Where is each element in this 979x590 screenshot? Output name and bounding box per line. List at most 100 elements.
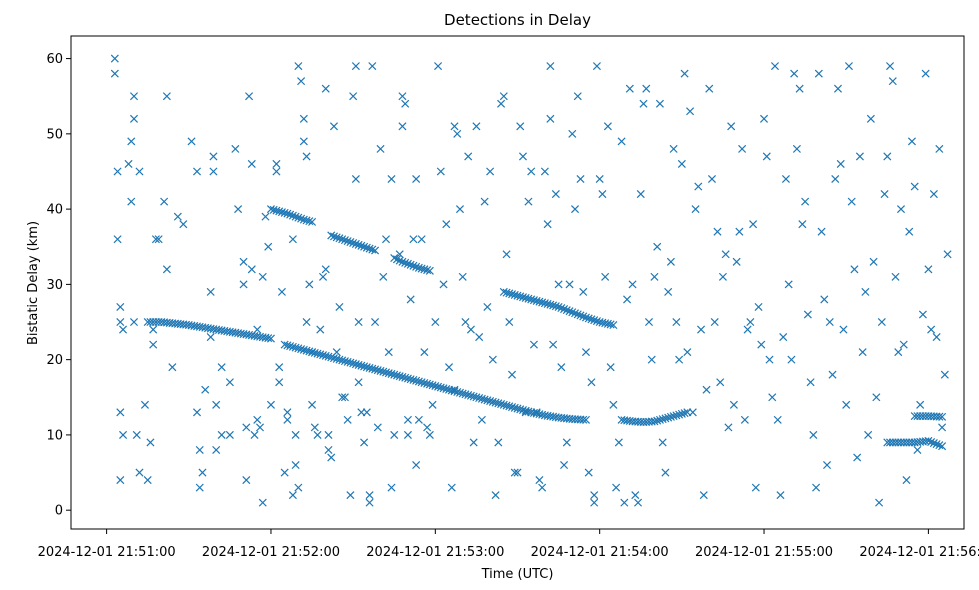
data-point-track-e bbox=[343, 237, 352, 246]
data-point bbox=[272, 167, 281, 176]
data-point-track-h bbox=[929, 439, 938, 448]
data-point bbox=[390, 430, 399, 439]
data-point bbox=[434, 62, 443, 71]
data-point-track-e bbox=[332, 233, 341, 242]
data-point bbox=[453, 129, 462, 138]
data-point-track-f bbox=[403, 259, 412, 268]
data-point bbox=[866, 114, 875, 123]
data-point bbox=[239, 257, 248, 266]
data-point bbox=[869, 257, 878, 266]
data-point bbox=[702, 385, 711, 394]
data-point-track-e bbox=[365, 244, 374, 253]
data-point bbox=[198, 468, 207, 477]
data-points bbox=[110, 54, 952, 507]
data-point bbox=[620, 498, 629, 507]
data-point bbox=[781, 174, 790, 184]
data-point bbox=[886, 62, 895, 71]
data-point bbox=[861, 287, 870, 296]
data-point bbox=[581, 348, 591, 357]
data-point bbox=[110, 69, 119, 78]
data-point bbox=[883, 152, 892, 161]
data-point bbox=[324, 430, 333, 439]
data-point bbox=[664, 287, 673, 296]
data-point bbox=[938, 423, 947, 432]
data-point bbox=[540, 167, 549, 176]
data-point bbox=[119, 430, 128, 439]
data-point bbox=[258, 272, 267, 281]
data-point bbox=[518, 152, 528, 161]
data-point bbox=[812, 483, 821, 492]
data-point bbox=[598, 190, 607, 199]
data-point bbox=[428, 400, 437, 409]
data-point bbox=[899, 340, 908, 349]
data-point-track-g bbox=[587, 315, 596, 324]
data-point bbox=[425, 430, 434, 439]
data-point-track-g bbox=[565, 307, 574, 316]
data-point bbox=[455, 205, 464, 214]
data-point bbox=[809, 430, 818, 439]
data-point bbox=[403, 430, 412, 439]
data-point bbox=[823, 460, 832, 470]
data-point bbox=[844, 62, 853, 71]
data-point bbox=[538, 483, 547, 492]
y-tick-label: 50 bbox=[46, 127, 63, 142]
data-point bbox=[921, 69, 930, 78]
data-point bbox=[749, 220, 758, 229]
data-point bbox=[653, 242, 662, 251]
data-point bbox=[762, 152, 771, 161]
data-point bbox=[760, 114, 769, 123]
data-point bbox=[880, 190, 889, 199]
data-point bbox=[776, 491, 785, 500]
data-point bbox=[491, 491, 500, 500]
data-point-track-g bbox=[568, 308, 577, 317]
data-point bbox=[858, 348, 867, 357]
data-point bbox=[250, 430, 259, 439]
y-tick-label: 60 bbox=[46, 52, 63, 67]
y-tick-label: 0 bbox=[55, 504, 63, 519]
data-point-track-f bbox=[406, 260, 415, 269]
data-point-track-e bbox=[349, 238, 358, 248]
data-point bbox=[560, 460, 569, 470]
data-point bbox=[412, 460, 421, 470]
data-point bbox=[801, 197, 810, 206]
data-point bbox=[831, 174, 840, 184]
data-point bbox=[129, 114, 139, 123]
data-point bbox=[817, 227, 826, 236]
data-point bbox=[116, 408, 125, 417]
data-point-track-d bbox=[305, 217, 314, 226]
data-point-track-f bbox=[398, 257, 407, 266]
data-point bbox=[650, 272, 659, 281]
data-point bbox=[116, 317, 125, 327]
data-point bbox=[686, 107, 695, 116]
data-point bbox=[773, 415, 782, 424]
x-tick-label: 2024-12-01 21:51:00 bbox=[38, 545, 176, 560]
data-point bbox=[546, 62, 555, 71]
data-point bbox=[694, 182, 703, 191]
data-point bbox=[129, 317, 139, 327]
data-point bbox=[497, 99, 506, 108]
data-point bbox=[381, 235, 391, 244]
data-point bbox=[349, 92, 358, 101]
data-point bbox=[266, 400, 275, 409]
data-point bbox=[466, 325, 475, 334]
data-point-track-f bbox=[423, 266, 432, 275]
data-point bbox=[258, 498, 267, 507]
x-axis-label: Time (UTC) bbox=[481, 567, 554, 582]
data-point bbox=[532, 408, 541, 417]
data-point bbox=[918, 310, 927, 319]
data-point bbox=[655, 99, 664, 108]
data-point bbox=[790, 69, 799, 78]
data-point bbox=[318, 272, 328, 281]
data-point bbox=[677, 159, 686, 168]
data-point bbox=[864, 430, 873, 439]
data-point bbox=[732, 257, 741, 266]
data-point bbox=[910, 182, 919, 191]
data-point bbox=[406, 295, 415, 304]
data-point bbox=[321, 84, 330, 93]
data-point bbox=[888, 77, 897, 86]
data-point-track-e bbox=[351, 239, 360, 248]
data-point-track-h bbox=[927, 437, 936, 447]
data-point bbox=[162, 265, 171, 274]
data-point bbox=[329, 122, 338, 131]
data-point bbox=[636, 190, 645, 199]
